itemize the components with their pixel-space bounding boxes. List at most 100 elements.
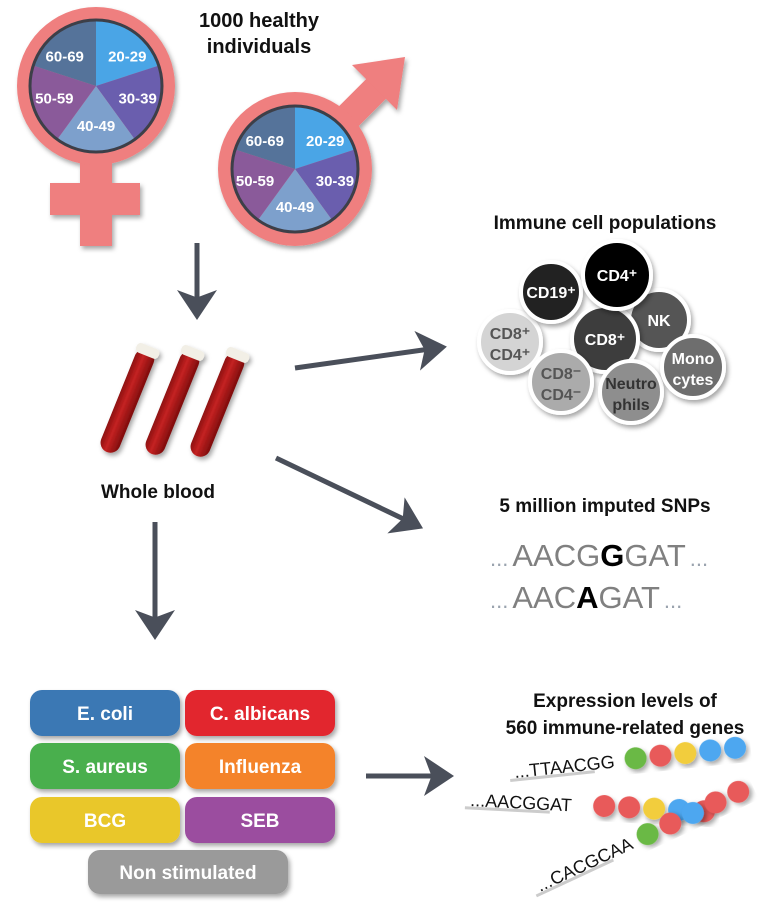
cell-label: CD4⁻ [541,387,581,404]
cell-circle [581,239,653,311]
age-label: 40-49 [77,118,115,135]
immune-cell: CD8⁻ CD4⁻ [528,349,594,415]
pie-slice-50-59 [232,149,295,220]
cell-label: CD8⁺ [585,332,625,349]
cell-circle [528,349,594,415]
expression-bead [593,795,616,818]
stimulation-conditions: E. coli C. albicans S. aureus Influenza BCG S… [30,690,335,894]
expression-bead [681,801,704,824]
expression-title-line2: 560 immune-related genes [506,718,745,739]
stimulus-label: Influenza [219,757,302,778]
cell-label: Neutro [605,376,657,393]
stimulus-box [30,743,180,789]
whole-blood-label: Whole blood [101,482,215,503]
pie-slice-60-69 [235,106,295,169]
stimulus-s-aureus: S. aureus [30,743,180,789]
strand-sequence: ...CACGCAA [533,834,636,896]
strand-line [464,806,550,814]
stimulus-label: SEB [240,811,279,832]
snp-allele: A [576,580,598,615]
strand-sequence: ...TTAACGG [513,752,615,782]
seq-dots: ... [664,588,682,613]
pie-outline [28,18,164,154]
stimulus-box [185,797,335,843]
stimulus-box [30,690,180,736]
gene-expression-strands: ...TTAACGG ...AACGGAT ...CACGCAA [464,736,750,898]
pie-slice-20-29 [295,106,355,169]
stimulus-box [185,743,335,789]
snps-title: 5 million imputed SNPs [499,496,710,517]
pie-slice-30-39 [295,149,358,220]
strand-sequence: ...AACGGAT [470,790,573,815]
snp-allele: G [600,538,624,573]
seq-post: GAT [624,538,685,573]
cell-label: CD4⁺ [490,347,530,364]
gene-strand: ...TTAACGG [510,736,747,783]
stimulus-label: S. aureus [62,757,148,778]
cell-label: CD8⁺ [490,326,530,343]
expression-title-line1: Expression levels of [533,691,717,712]
immune-cell: CD4⁺ [581,239,653,311]
pie-slice-60-69 [33,19,96,86]
arrow-blood-to-snps [274,455,424,534]
snp-sequence-2: ... AACAGAT... [490,580,682,615]
age-label: 30-39 [118,91,156,108]
age-label: 30-39 [316,173,354,190]
expression-bead [624,747,647,770]
cell-label: CD8⁻ [541,366,581,383]
seq-pre: AACG [512,538,600,573]
immune-cell: Neutro phils [598,359,664,425]
age-label: 20-29 [306,133,344,150]
immune-cell: Mono cytes [660,334,726,400]
age-label: 50-59 [35,91,73,108]
stimulus-box [185,690,335,736]
stimulus-box [30,797,180,843]
stimulus-influenza: Influenza [185,743,335,789]
immune-cell-cluster: CD8⁺ CD4⁺ CD19⁺ NK CD8⁺ CD4⁺ CD8⁻ CD4⁻ Neutro phi… [477,239,726,425]
stimulus-e-coli: E. coli [30,690,180,736]
cell-label: CD4⁺ [597,268,637,285]
stimulus-bcg: BCG [30,797,180,843]
pie-slice-40-49 [57,86,135,153]
age-label: 20-29 [108,48,146,65]
cohort-title-line1: 1000 healthy [199,10,320,32]
seq-dots: ... [490,546,508,571]
cell-label: cytes [673,372,714,389]
age-label: 60-69 [46,48,84,65]
cell-circle [519,260,583,324]
stimulus-label: BCG [84,811,126,832]
expression-bead [724,736,747,759]
cohort-title-line2: individuals [207,36,311,58]
expression-bead [649,744,672,767]
stimulus-c-albicans: C. albicans [185,690,335,736]
expression-bead [659,812,682,835]
arrow-blood-to-cells [294,330,447,371]
seq-pre: AAC [512,580,576,615]
strand-line [510,770,595,783]
pie-slice-40-49 [257,169,333,233]
expression-bead [699,739,722,762]
expression-bead [704,791,727,814]
expression-bead [618,796,641,819]
expression-bead [727,780,750,803]
immune-cell: NK [627,288,691,352]
stimulus-box [88,850,288,894]
cell-circle [660,334,726,400]
age-label: 50-59 [236,173,274,190]
stimulus-label: Non stimulated [119,863,256,884]
stimulus-label: C. albicans [210,704,310,725]
pie-slice-20-29 [96,20,159,86]
immune-cell: CD19⁺ [519,260,583,324]
age-label: 40-49 [276,199,314,216]
cell-circle [598,359,664,425]
seq-dots: ... [690,546,708,571]
seq-post: GAT [598,580,659,615]
blood-tubes-icon [100,343,250,457]
stimulus-non-stimulated: Non stimulated [88,850,288,894]
immune-cell: CD8⁺ CD4⁺ [477,309,543,375]
stimulus-seb: SEB [185,797,335,843]
age-label: 60-69 [246,133,284,150]
